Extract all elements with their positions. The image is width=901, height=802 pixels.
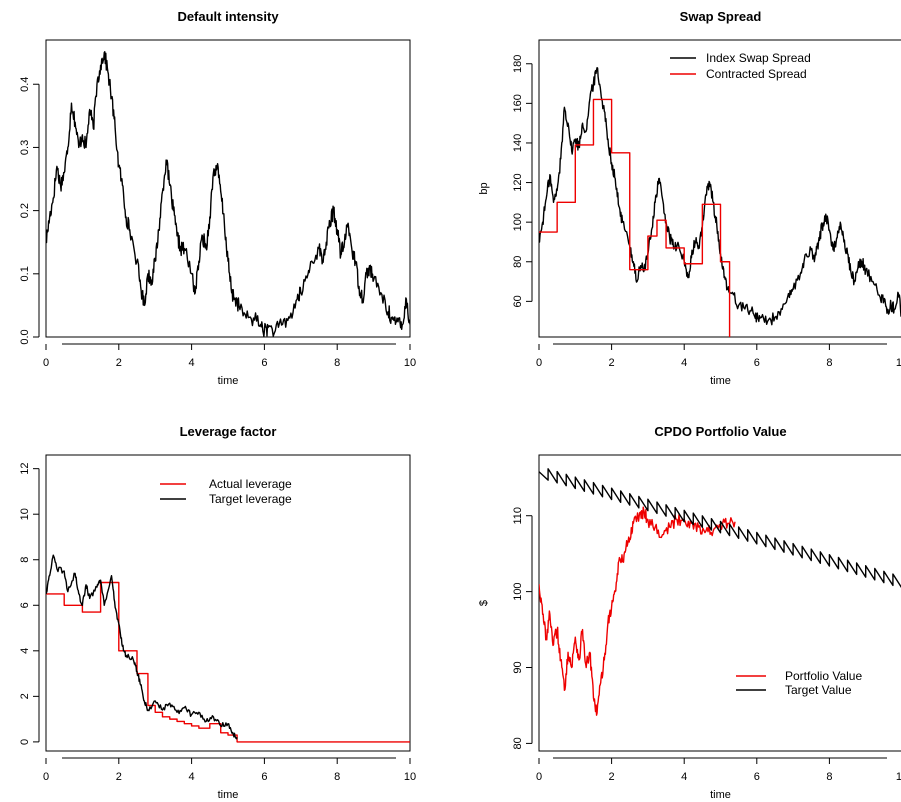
x-tick-label: 4 <box>681 771 687 783</box>
legend: Index Swap Spread Contracted Spread <box>670 51 811 81</box>
x-tick-label: 8 <box>826 357 832 369</box>
y-tick-label: 0 <box>19 739 31 745</box>
x-tick-label: 2 <box>116 771 122 783</box>
y-tick-label: 0.0 <box>19 329 31 344</box>
y-tick-label: 90 <box>512 661 524 673</box>
legend-label: Target leverage <box>209 492 292 506</box>
x-tick-label: 10 <box>404 771 416 783</box>
series-line-portfolio-value <box>539 506 736 716</box>
x-tick-label: 4 <box>681 357 687 369</box>
legend-label: Target Value <box>785 683 852 697</box>
y-tick-label: 10 <box>19 508 31 520</box>
chart-title: Swap Spread <box>680 9 762 24</box>
x-tick-label: 6 <box>261 771 267 783</box>
y-tick-label: 4 <box>19 648 31 654</box>
y-tick-label: 0.2 <box>19 203 31 218</box>
x-axis-label: time <box>218 375 239 387</box>
x-tick-label: 6 <box>261 357 267 369</box>
x-tick-label: 6 <box>754 771 760 783</box>
x-tick-label: 0 <box>43 771 49 783</box>
y-tick-label: 100 <box>512 582 524 600</box>
y-tick-label: 160 <box>512 94 524 112</box>
y-tick-label: 60 <box>512 295 524 307</box>
y-tick-label: 180 <box>512 55 524 73</box>
chart-panel-2: Swap Spread 0 2 4 6 8 10 time 60 80 100 120 140 160 18… <box>478 9 901 387</box>
y-tick-label: 140 <box>512 134 524 152</box>
x-axis-label: time <box>710 789 731 801</box>
x-axis-label: time <box>710 375 731 387</box>
x-axis-label: time <box>218 789 239 801</box>
x-tick-label: 10 <box>896 357 901 369</box>
y-tick-label: 100 <box>512 213 524 231</box>
chart-title: Leverage factor <box>180 424 277 439</box>
y-tick-label: 80 <box>512 256 524 268</box>
legend-label: Index Swap Spread <box>706 51 811 65</box>
series-line-actual-leverage <box>46 581 410 743</box>
y-tick-label: 80 <box>512 737 524 749</box>
chart-title: Default intensity <box>177 9 279 24</box>
y-tick-label: 120 <box>512 173 524 191</box>
series-line-target-value <box>539 468 901 588</box>
x-tick-label: 10 <box>896 771 901 783</box>
x-tick-label: 2 <box>609 357 615 369</box>
legend-label: Portfolio Value <box>785 669 862 683</box>
x-tick-label: 0 <box>43 357 49 369</box>
y-tick-label: 12 <box>19 463 31 475</box>
legend-label: Actual leverage <box>209 477 292 491</box>
x-tick-label: 8 <box>334 357 340 369</box>
plot-frame <box>45 454 411 752</box>
x-tick-label: 4 <box>189 357 195 369</box>
x-tick-label: 4 <box>189 771 195 783</box>
x-tick-label: 2 <box>609 771 615 783</box>
x-tick-label: 8 <box>334 771 340 783</box>
series-line-target-leverage <box>46 554 238 740</box>
x-tick-label: 2 <box>116 357 122 369</box>
series-line <box>46 51 410 337</box>
x-tick-label: 10 <box>404 357 416 369</box>
series-line-index-swap-spread <box>539 67 901 326</box>
y-tick-label: 0.3 <box>19 140 31 155</box>
y-tick-label: 0.4 <box>19 77 31 92</box>
plot-frame <box>45 39 411 338</box>
x-tick-label: 8 <box>826 771 832 783</box>
y-tick-label: 8 <box>19 557 31 563</box>
y-tick-label: 110 <box>512 507 524 525</box>
y-tick-label: 0.1 <box>19 266 31 281</box>
y-tick-label: 6 <box>19 602 31 608</box>
chart-panel-1: Default intensity 0 2 4 6 8 10 time 0.0 0.1 0.2 0.3… <box>19 9 416 387</box>
chart-panel-3: Leverage factor 0 2 4 6 8 10 time 0 2 4 6 8 10 12 Actua… <box>19 424 416 801</box>
legend-label: Contracted Spread <box>706 67 807 81</box>
plot-frame <box>538 454 901 752</box>
x-tick-label: 0 <box>536 771 542 783</box>
series-line-contracted-spread <box>539 98 731 337</box>
y-axis-label: bp <box>478 182 490 194</box>
plot-frame <box>538 39 901 338</box>
chart-title: CPDO Portfolio Value <box>654 424 786 439</box>
x-tick-label: 0 <box>536 357 542 369</box>
y-tick-label: 2 <box>19 693 31 699</box>
x-tick-label: 6 <box>754 357 760 369</box>
y-axis-label: $ <box>478 600 490 606</box>
chart-panel-4: CPDO Portfolio Value 0 2 4 6 8 10 time 80 90 100 11… <box>478 424 901 801</box>
